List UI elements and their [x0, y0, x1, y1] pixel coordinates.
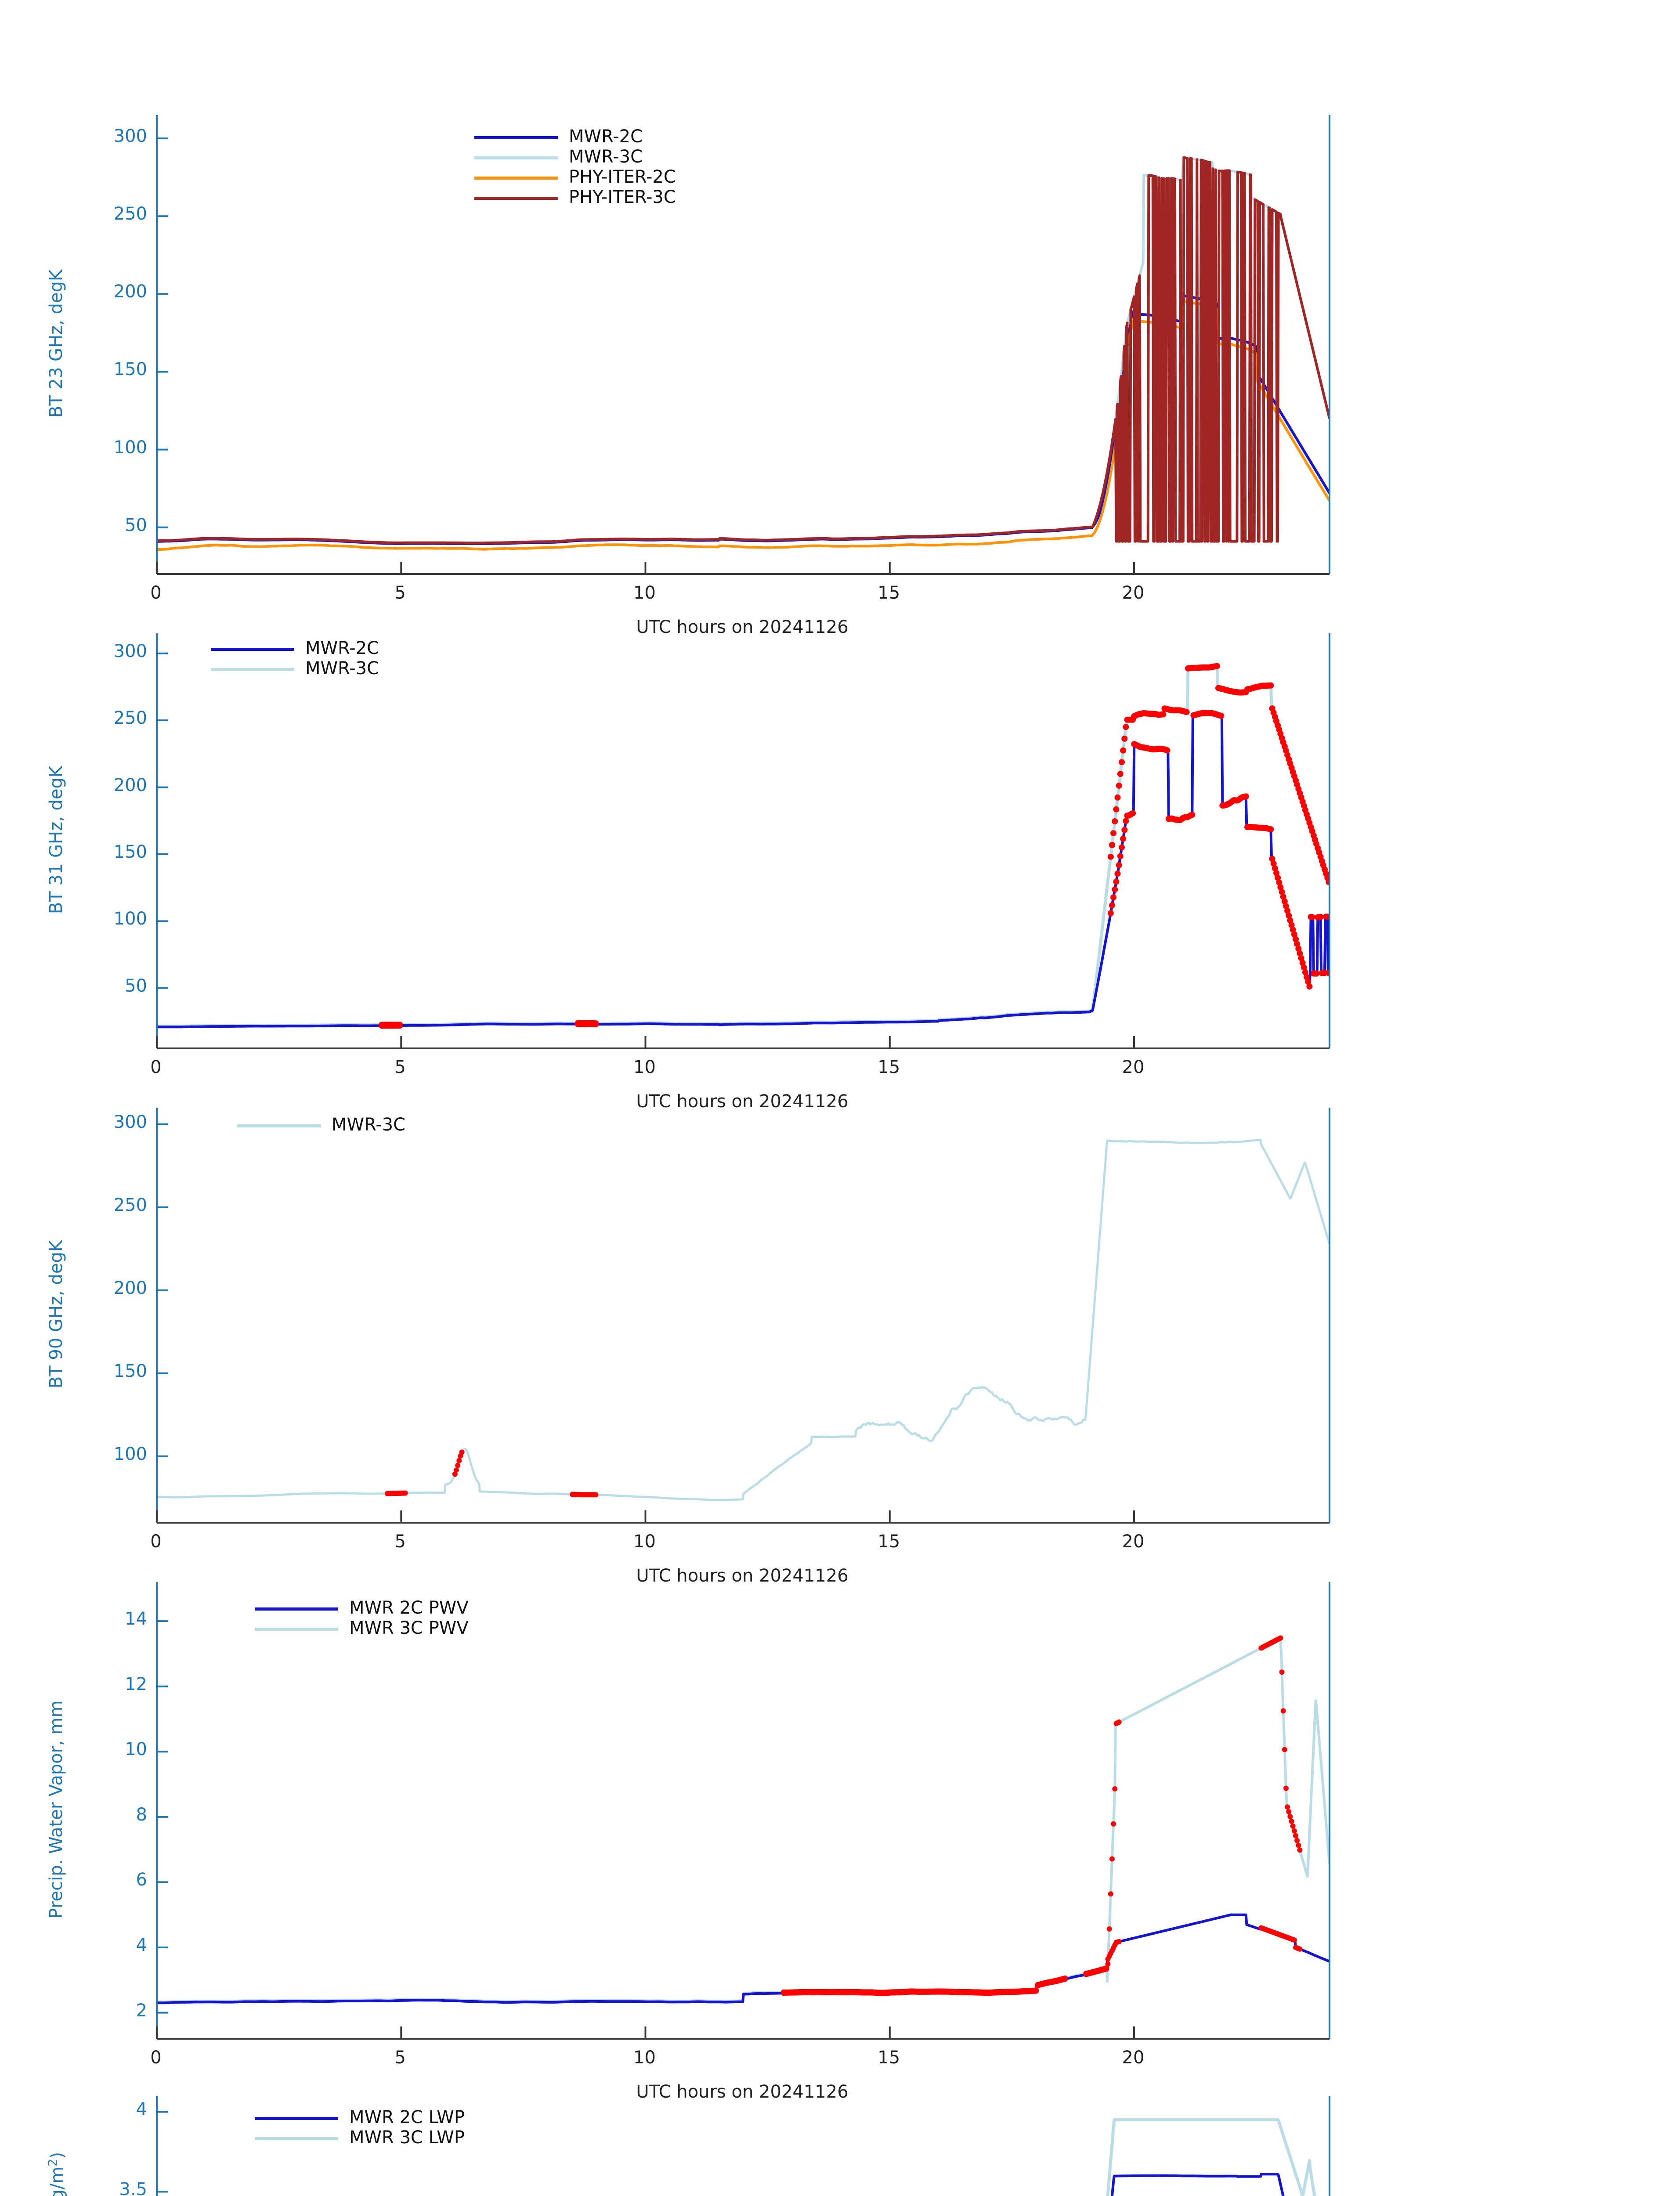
plot-area-bt23: [156, 114, 1330, 575]
x-tick-label: 20: [1122, 1057, 1145, 1077]
x-tick-label: 0: [150, 1531, 162, 1552]
x-tick-label: 5: [394, 1057, 406, 1077]
x-tick-label: 15: [878, 2048, 900, 2068]
x-tick-label: 10: [633, 2048, 656, 2068]
y-tick-label: 250: [113, 204, 147, 224]
legend-swatch-line: [255, 1607, 338, 1611]
y-axis-label: log10 Liquid Water Path, log10(g/m2): [46, 2095, 67, 2196]
y-tick-label: 2: [136, 2000, 147, 2021]
y-axis-label: BT 31 GHz, degK: [46, 766, 66, 914]
legend-label: MWR-3C: [305, 658, 379, 679]
x-tick-label: 5: [394, 1531, 406, 1552]
legend-swatch-line: [237, 1124, 321, 1127]
y-tick-label: 100: [113, 909, 147, 929]
legend-label: PHY-ITER-3C: [569, 187, 676, 207]
x-tick-label: 0: [150, 2048, 162, 2068]
y-tick-label: 100: [113, 437, 147, 458]
x-tick-label: 20: [1122, 583, 1145, 603]
y-tick-label: 3.5: [119, 2179, 147, 2196]
legend-swatch-line: [211, 668, 294, 671]
legend-swatch-line: [255, 2137, 338, 2140]
y-tick-label: 150: [113, 359, 147, 380]
y-tick-label: 10: [125, 1739, 147, 1760]
y-axis-label-exponent: 2: [46, 2159, 60, 2167]
y-tick-label: 50: [125, 515, 147, 535]
plot-area-lwp: [156, 2095, 1330, 2196]
legend-label: MWR-2C: [569, 126, 643, 147]
y-tick-label: 200: [113, 775, 147, 795]
legend-swatch-line: [211, 648, 294, 651]
x-tick-label: 5: [394, 583, 406, 603]
legend-label: PHY-ITER-2C: [569, 167, 676, 187]
x-axis-label: UTC hours on 20241126: [636, 1091, 849, 1112]
y-axis-label-prefix: log10 Liquid Water Path, log10(g/m: [47, 2167, 67, 2196]
y-tick-label: 100: [113, 1444, 147, 1464]
x-tick-label: 10: [633, 1057, 656, 1077]
x-axis-label: UTC hours on 20241126: [636, 617, 849, 637]
x-tick-label: 20: [1122, 1531, 1145, 1552]
y-tick-label: 300: [113, 126, 147, 147]
legend-label: MWR 2C LWP: [349, 2107, 465, 2127]
y-tick-label: 200: [113, 282, 147, 302]
x-tick-label: 15: [878, 1531, 900, 1552]
y-axis-label: BT 23 GHz, degK: [46, 269, 66, 418]
legend-label: MWR 3C LWP: [349, 2127, 465, 2148]
y-tick-label: 200: [113, 1278, 147, 1298]
legend-swatch-line: [474, 156, 558, 159]
y-tick-label: 250: [113, 1195, 147, 1215]
legend-label: MWR-3C: [569, 147, 643, 167]
x-tick-label: 20: [1122, 2048, 1145, 2068]
plot-area-pwv: [156, 1581, 1330, 2040]
y-axis-label: BT 90 GHz, degK: [46, 1240, 66, 1389]
legend-label: MWR-2C: [305, 638, 379, 658]
y-tick-label: 300: [113, 1112, 147, 1132]
legend-swatch-line: [255, 2117, 338, 2120]
x-tick-label: 0: [150, 1057, 162, 1077]
legend-swatch-line: [474, 177, 558, 180]
y-tick-label: 12: [125, 1674, 147, 1694]
plot-area-bt31: [156, 632, 1330, 1049]
legend-label: MWR 3C PWV: [349, 1618, 469, 1638]
y-tick-label: 300: [113, 641, 147, 661]
y-tick-label: 4: [136, 2099, 147, 2120]
y-tick-label: 250: [113, 708, 147, 729]
legend-label: MWR-3C: [332, 1115, 406, 1135]
legend-swatch-line: [474, 136, 558, 139]
plot-area-bt90: [156, 1107, 1330, 1524]
y-tick-label: 150: [113, 842, 147, 862]
y-tick-label: 6: [136, 1870, 147, 1890]
x-axis-label: UTC hours on 20241126: [636, 2082, 849, 2102]
x-tick-label: 5: [394, 2048, 406, 2068]
y-axis-label-suffix: ): [47, 2152, 68, 2159]
y-tick-label: 8: [136, 1804, 147, 1825]
y-tick-label: 14: [125, 1609, 147, 1629]
y-axis-label: Precip. Water Vapor, mm: [46, 1700, 66, 1919]
x-tick-label: 15: [878, 1057, 900, 1077]
x-tick-label: 10: [633, 1531, 656, 1552]
x-tick-label: 10: [633, 583, 656, 603]
x-tick-label: 0: [150, 583, 162, 603]
legend-swatch-line: [255, 1628, 338, 1631]
y-tick-label: 4: [136, 1935, 147, 1955]
legend-label: MWR 2C PWV: [349, 1598, 469, 1618]
y-tick-label: 150: [113, 1361, 147, 1381]
x-axis-label: UTC hours on 20241126: [636, 1566, 849, 1586]
y-tick-label: 50: [125, 975, 147, 996]
x-tick-label: 15: [878, 583, 900, 603]
legend-swatch-line: [474, 197, 558, 200]
